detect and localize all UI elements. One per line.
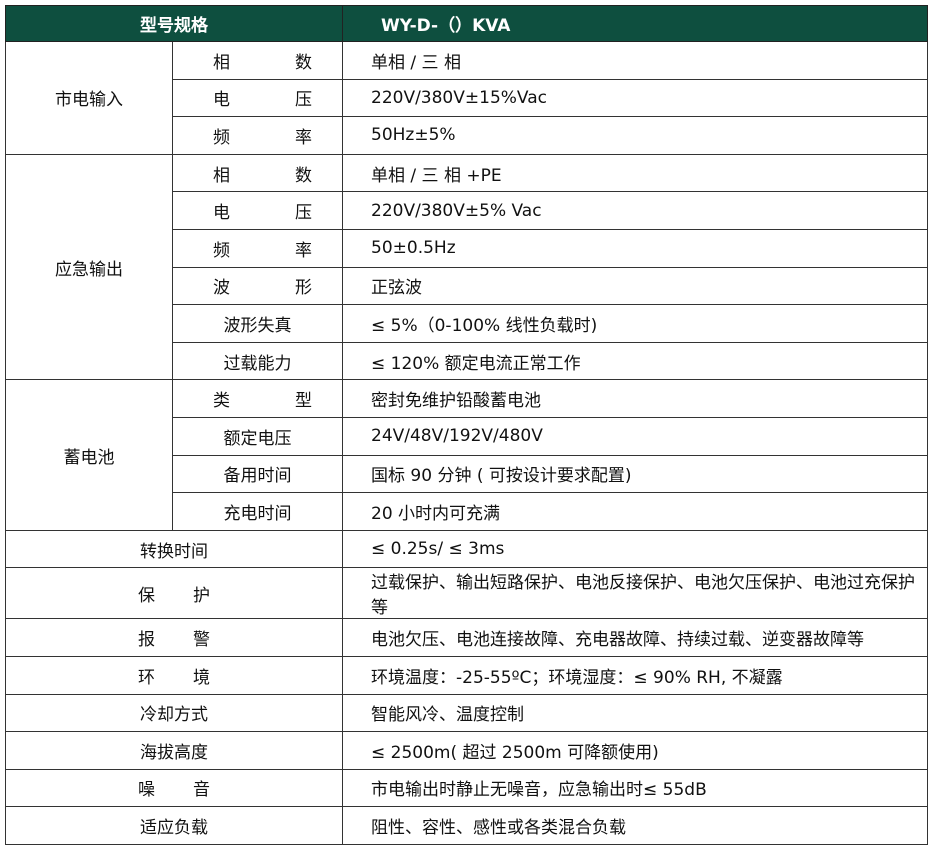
spec-key-char: 报 (138, 630, 155, 651)
spec-value: 环境温度：-25-55ºC；环境湿度：≤ 90% RH, 不凝露 (342, 655, 928, 695)
spec-value: 电池欠压、电池连接故障、充电器故障、持续过载、逆变器故障等 (342, 618, 928, 657)
table-row: 蓄电池类型密封免维护铅酸蓄电池 (5, 379, 928, 531)
spec-key-char: 型 (295, 391, 312, 412)
table-row: 冷却方式 智能风冷、温度控制 (5, 693, 928, 733)
table-row: 电压 220V/380V±15%Vac (6, 78, 928, 118)
spec-value: 过载保护、输出短路保护、电池反接保护、电池欠压保护、电池过充保护等 (342, 567, 928, 620)
spec-value: ≤ 0.25s/ ≤ 3ms (342, 529, 928, 569)
spec-key-char: 相 (213, 52, 230, 73)
table-row: 适应负载 阻性、容性、感性或各类混合负载 (5, 806, 928, 845)
spec-key: 相数 (172, 153, 343, 193)
spec-key-char: 环 (138, 667, 155, 688)
spec-key: 电压 (172, 78, 343, 118)
spec-key-char: 护 (193, 585, 210, 606)
spec-key: 波形 (172, 266, 343, 306)
spec-key-char: 波 (213, 278, 230, 299)
table-row: 转换时间 ≤ 0.25s/ ≤ 3ms (5, 529, 928, 569)
spec-key-char: 频 (213, 240, 230, 261)
table-row: 应急输出相数单相 / 三 相 +PE (5, 153, 928, 381)
spec-value: ≤ 2500m( 超过 2500m 可降额使用) (342, 731, 928, 770)
spec-key-char: 保 (138, 585, 155, 606)
spec-key: 额定电压 (172, 416, 343, 456)
header-row: 型号规格 WY-D-（）KVA (5, 5, 928, 42)
table-row: 电压 220V/380V±5% Vac (6, 191, 928, 230)
spec-key-char: 数 (295, 52, 312, 73)
spec-key: 过载能力 (172, 341, 343, 381)
spec-value: ≤ 5%（0-100% 线性负载时) (342, 304, 928, 343)
spec-value: 市电输出时静止无噪音，应急输出时≤ 55dB (342, 768, 928, 808)
spec-key: 冷却方式 (5, 693, 343, 733)
table-row: 备用时间 国标 90 分钟 ( 可按设计要求配置) (6, 454, 928, 494)
spec-key-char: 频 (213, 127, 230, 148)
group-label: 应急输出 (5, 153, 173, 381)
spec-key-char: 类 (213, 391, 230, 412)
table-row: 噪音市电输出时静止无噪音，应急输出时≤ 55dB (5, 768, 928, 808)
spec-value: ≤ 120% 额定电流正常工作 (342, 341, 928, 381)
spec-key-char: 警 (193, 630, 210, 651)
spec-value: 50±0.5Hz (342, 228, 928, 268)
spec-key: 频率 (172, 116, 343, 155)
spec-key-char: 压 (295, 90, 312, 111)
spec-value: 24V/48V/192V/480V (342, 416, 928, 456)
spec-value: 智能风冷、温度控制 (342, 693, 928, 733)
spec-key-char: 电 (213, 203, 230, 224)
spec-value: 220V/380V±5% Vac (342, 191, 928, 230)
spec-key: 报警 (5, 618, 343, 657)
spec-value: 20 小时内可充满 (342, 492, 928, 531)
spec-key-char: 形 (295, 278, 312, 299)
spec-key: 转换时间 (5, 529, 343, 569)
table-row: 波形失真 ≤ 5%（0-100% 线性负载时) (6, 304, 928, 343)
spec-key: 适应负载 (5, 806, 343, 845)
spec-key: 电压 (172, 191, 343, 230)
spec-value: 50Hz±5% (342, 116, 928, 155)
spec-key: 充电时间 (172, 492, 343, 531)
spec-key-char: 数 (295, 165, 312, 186)
header-model: WY-D-（）KVA (342, 5, 928, 42)
spec-key-char: 相 (213, 165, 230, 186)
table-row: 海拔高度 ≤ 2500m( 超过 2500m 可降额使用) (5, 731, 928, 770)
spec-value: 国标 90 分钟 ( 可按设计要求配置) (342, 454, 928, 494)
table-row: 过载能力 ≤ 120% 额定电流正常工作 (6, 341, 928, 381)
spec-key: 波形失真 (172, 304, 343, 343)
spec-key: 保护 (5, 567, 343, 620)
spec-key-char: 音 (193, 780, 210, 801)
table-row: 环境环境温度：-25-55ºC；环境湿度：≤ 90% RH, 不凝露 (5, 655, 928, 695)
table-row: 额定电压 24V/48V/192V/480V (6, 416, 928, 456)
spec-key: 环境 (5, 655, 343, 695)
table-row: 波形正弦波 (6, 266, 928, 306)
header-label: 型号规格 (5, 5, 343, 42)
spec-key-char: 率 (295, 240, 312, 261)
table-row: 保护过载保护、输出短路保护、电池反接保护、电池欠压保护、电池过充保护等 (5, 567, 928, 620)
spec-key: 备用时间 (172, 454, 343, 494)
spec-key-char: 噪 (138, 780, 155, 801)
spec-key: 相数 (172, 41, 343, 80)
spec-value: 密封免维护铅酸蓄电池 (342, 379, 928, 418)
spec-key-char: 境 (193, 667, 210, 688)
spec-key: 频率 (172, 228, 343, 268)
spec-key-char: 压 (295, 203, 312, 224)
spec-value: 220V/380V±15%Vac (342, 78, 928, 118)
group-label: 蓄电池 (5, 379, 173, 531)
table-row: 市电输入相数单相 / 三 相 (5, 41, 928, 155)
spec-key-char: 电 (213, 90, 230, 111)
spec-value: 正弦波 (342, 266, 928, 306)
spec-key: 噪音 (5, 768, 343, 808)
spec-value: 单相 / 三 相 +PE (342, 153, 928, 193)
spec-value: 阻性、容性、感性或各类混合负载 (342, 806, 928, 845)
table-row: 报警电池欠压、电池连接故障、充电器故障、持续过载、逆变器故障等 (5, 618, 928, 657)
spec-key: 海拔高度 (5, 731, 343, 770)
spec-key-char: 率 (295, 127, 312, 148)
group-label: 市电输入 (5, 41, 173, 155)
table-row: 频率 50Hz±5% (6, 116, 928, 155)
spec-value: 单相 / 三 相 (342, 41, 928, 80)
spec-table: 型号规格 WY-D-（）KVA 市电输入相数单相 / 三 相电压 220V/380… (5, 5, 928, 845)
spec-key: 类型 (172, 379, 343, 418)
